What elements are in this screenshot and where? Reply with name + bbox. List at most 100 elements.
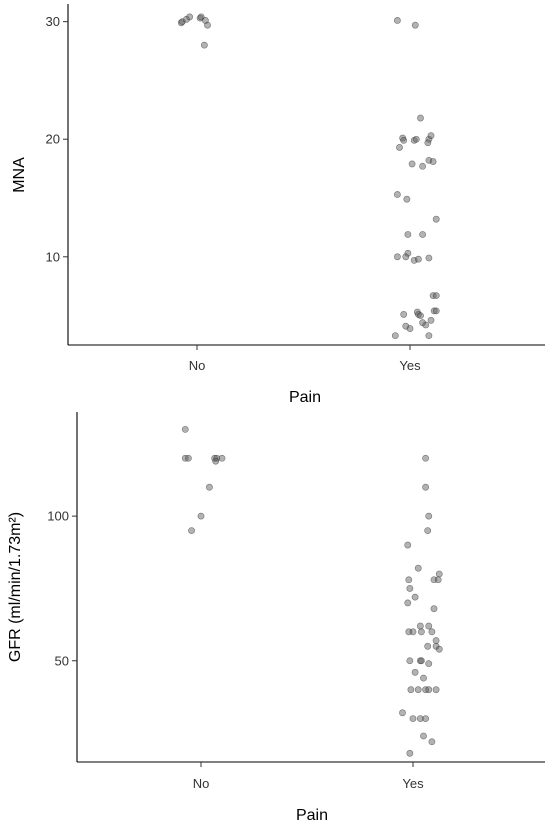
- mna-point-yes: [400, 311, 408, 318]
- gfr-point-yes: [417, 657, 425, 665]
- mna-point-yes: [430, 307, 438, 315]
- mna-point-yes: [414, 255, 422, 263]
- mna-point-yes: [396, 144, 403, 151]
- mna-point-yes: [393, 191, 401, 198]
- mna-point-yes: [429, 158, 437, 165]
- gfr-y-axis-title: GFR (ml/min/1.73m²): [7, 512, 24, 662]
- mna-point-yes: [432, 215, 440, 223]
- mna-point-yes: [417, 312, 424, 320]
- gfr-point-yes: [420, 674, 427, 682]
- gfr-point-yes: [416, 715, 424, 723]
- gfr-points: [181, 425, 443, 757]
- gfr-point-yes: [425, 622, 433, 630]
- gfr-point-yes: [404, 541, 412, 549]
- mna-point-yes: [408, 160, 416, 168]
- mna-point-no: [178, 18, 186, 26]
- gfr-point-yes: [405, 576, 413, 584]
- gfr-point-yes: [420, 732, 427, 740]
- mna-point-yes: [427, 316, 435, 324]
- gfr-point-yes: [428, 738, 436, 746]
- mna-point-yes: [393, 17, 401, 24]
- mna-point-yes: [402, 253, 410, 261]
- gfr-point-yes: [414, 686, 422, 694]
- gfr-point-yes: [406, 749, 414, 757]
- gfr-point-yes: [428, 628, 436, 636]
- mna-point-yes: [391, 332, 399, 339]
- gfr-point-yes: [406, 585, 414, 592]
- gfr-point-yes: [399, 709, 406, 717]
- mna-point-yes: [417, 114, 424, 122]
- gfr-point-yes: [411, 593, 419, 601]
- mna-point-yes: [400, 136, 408, 144]
- mna-point-yes: [425, 156, 433, 164]
- mna-point-yes: [427, 132, 435, 140]
- gfr-point-yes: [434, 576, 442, 584]
- gfr-point-no: [212, 457, 220, 465]
- mna-x-tick-label: No: [189, 358, 206, 373]
- gfr-point-yes: [422, 483, 429, 491]
- gfr-point-yes: [425, 660, 433, 668]
- mna-point-yes: [432, 307, 440, 315]
- mna-y-axis-title: MNA: [11, 157, 28, 193]
- gfr-x-tick-label: Yes: [402, 776, 424, 791]
- mna-point-yes: [424, 139, 432, 147]
- gfr-x-tick-label: No: [193, 776, 210, 791]
- mna-point-no: [204, 21, 211, 29]
- mna-y-tick-label: 30: [46, 14, 60, 29]
- mna-point-yes: [403, 195, 411, 203]
- mna-point-yes: [393, 253, 401, 261]
- mna-point-yes: [411, 21, 419, 29]
- gfr-y-ticks: 50 100: [47, 509, 77, 668]
- mna-point-yes: [410, 136, 418, 144]
- mna-points: [177, 13, 440, 339]
- mna-y-tick-label: 20: [46, 132, 60, 147]
- gfr-point-yes: [404, 599, 412, 607]
- gfr-y-tick-label: 50: [55, 653, 69, 668]
- gfr-point-yes: [414, 564, 422, 572]
- mna-point-yes: [406, 325, 414, 332]
- mna-panel: 10 20 30 No Yes Pain MNA: [11, 4, 545, 406]
- gfr-point-no: [218, 454, 226, 462]
- gfr-point-no: [181, 425, 189, 433]
- gfr-point-no: [184, 454, 192, 462]
- mna-point-yes: [419, 231, 426, 238]
- mna-y-tick-label: 10: [46, 249, 60, 264]
- mna-point-yes: [412, 135, 420, 143]
- gfr-point-yes: [432, 686, 440, 694]
- gfr-point-yes: [406, 657, 414, 665]
- mna-point-yes: [414, 311, 422, 318]
- gfr-point-no: [205, 483, 213, 491]
- gfr-point-yes: [435, 645, 443, 653]
- mna-point-no: [200, 41, 208, 49]
- mna-point-yes: [404, 249, 412, 257]
- mna-y-ticks: 10 20 30: [46, 14, 68, 264]
- gfr-point-yes: [422, 454, 429, 462]
- gfr-point-yes: [417, 628, 425, 636]
- mna-point-yes: [410, 256, 418, 264]
- gfr-point-yes: [424, 642, 432, 650]
- gfr-point-no: [188, 527, 195, 534]
- mna-point-no: [177, 19, 185, 27]
- mna-point-yes: [425, 332, 433, 339]
- gfr-y-tick-label: 100: [47, 509, 69, 524]
- mna-x-axis-title: Pain: [289, 389, 321, 406]
- gfr-x-ticks: No Yes: [193, 762, 424, 791]
- gfr-x-axis-title: Pain: [296, 807, 328, 824]
- mna-point-yes: [425, 254, 433, 262]
- mna-point-yes: [402, 322, 410, 330]
- mna-point-yes: [432, 292, 440, 300]
- gfr-point-yes: [409, 628, 417, 636]
- gfr-point-yes: [407, 686, 415, 694]
- mna-point-no: [186, 13, 194, 21]
- mna-point-yes: [419, 162, 426, 170]
- gfr-point-yes: [432, 637, 440, 644]
- gfr-point-yes: [411, 668, 419, 676]
- mna-x-ticks: No Yes: [189, 345, 421, 373]
- gfr-panel: 50 100 No Yes Pain GFR (ml/min/1.73m²): [7, 412, 545, 824]
- mna-point-yes: [404, 231, 412, 238]
- gfr-point-yes: [435, 570, 443, 578]
- mna-point-yes: [422, 321, 430, 329]
- gfr-point-yes: [416, 622, 424, 630]
- gfr-point-yes: [422, 715, 429, 723]
